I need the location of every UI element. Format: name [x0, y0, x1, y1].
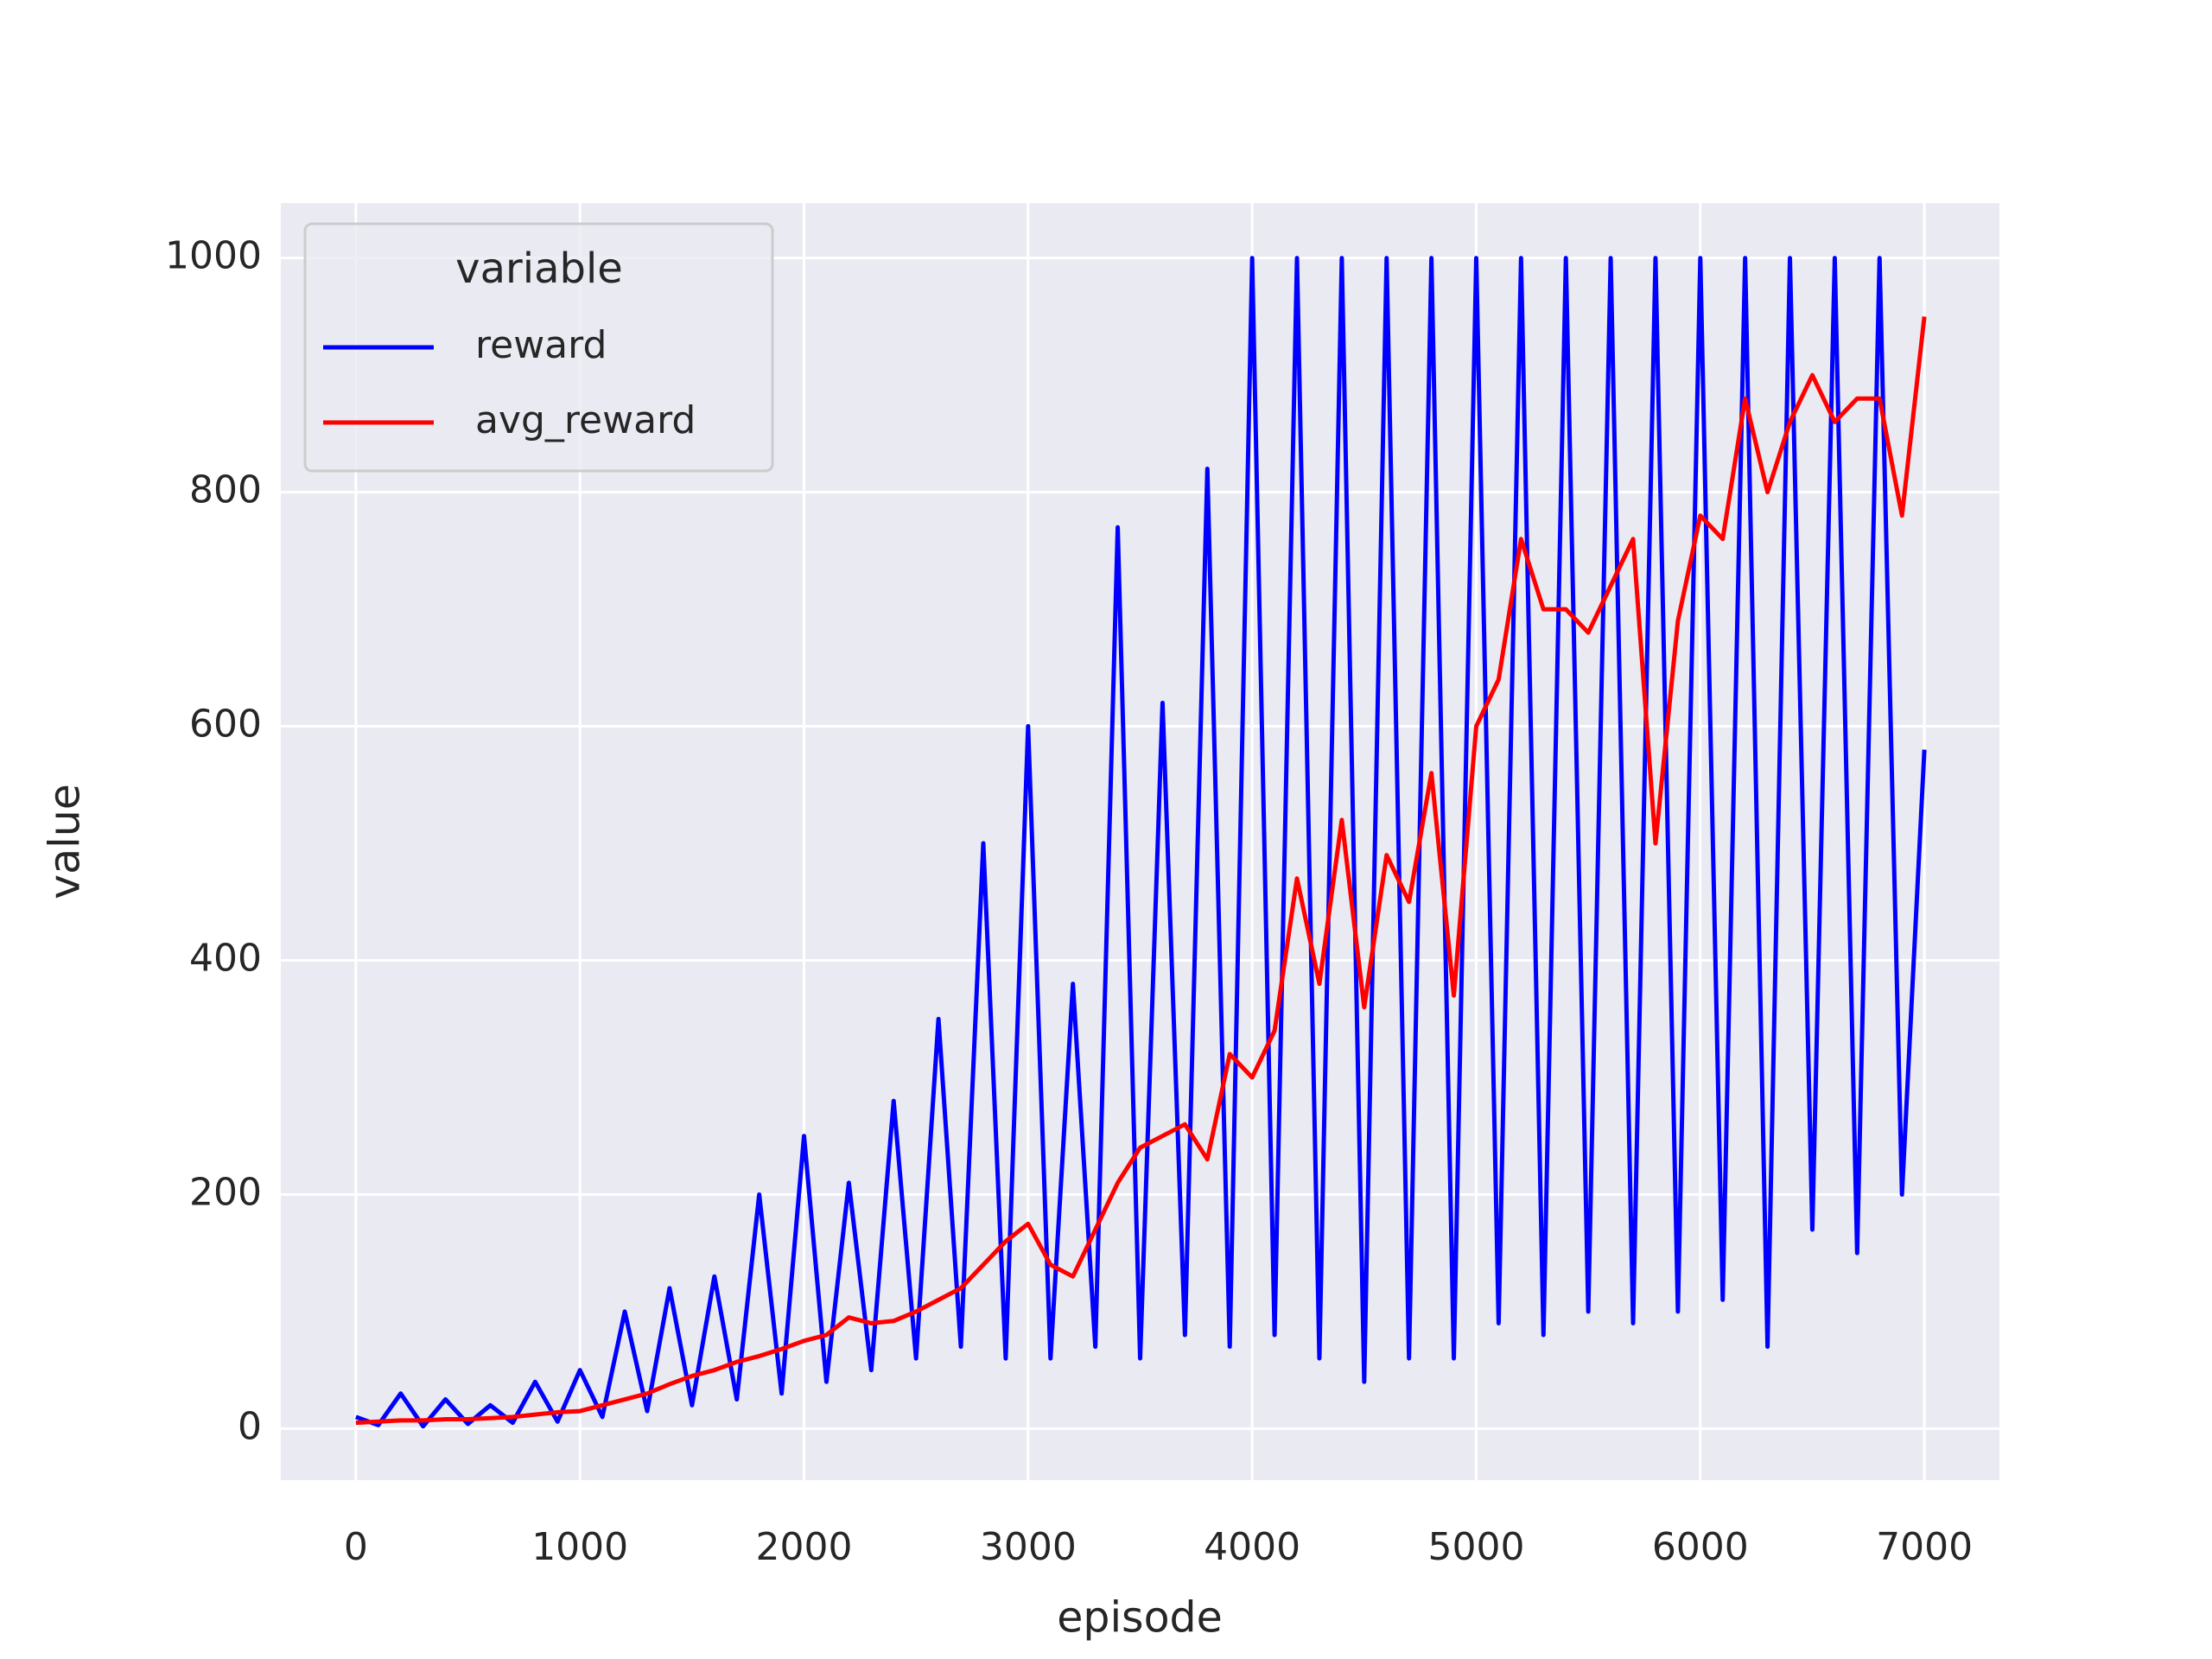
y-tick-label: 800: [189, 468, 262, 512]
series-line: [355, 316, 1927, 1426]
x-tick-label: 1000: [531, 1525, 628, 1569]
legend-label: avg_reward: [475, 398, 696, 442]
x-tick-label: 2000: [756, 1525, 853, 1569]
lines: [355, 256, 1927, 1429]
y-tick-label: 0: [238, 1404, 262, 1448]
x-tick-label: 7000: [1876, 1525, 1973, 1569]
x-tick-label: 3000: [980, 1525, 1077, 1569]
x-tick-label: 5000: [1427, 1525, 1524, 1569]
y-axis-label: value: [41, 784, 90, 899]
x-axis-label: episode: [1057, 1593, 1223, 1643]
legend: variable reward avg_reward: [303, 222, 774, 473]
series-line: [355, 256, 1927, 1429]
x-tick-label: 6000: [1652, 1525, 1749, 1569]
legend-title: variable: [455, 245, 623, 293]
y-tick-label: 1000: [165, 234, 262, 278]
legend-box: [303, 222, 774, 473]
y-tick-label: 400: [189, 937, 262, 981]
y-tick-label: 600: [189, 702, 262, 747]
grid: [281, 203, 1999, 1480]
ticks: 0 1000 2000 3000 4000 5000 6000 7000 0 200 400 600 8…: [165, 234, 1973, 1569]
x-tick-label: 4000: [1204, 1525, 1300, 1569]
x-tick-label: 0: [344, 1525, 368, 1569]
legend-label: reward: [475, 323, 607, 367]
y-tick-label: 200: [189, 1170, 262, 1214]
